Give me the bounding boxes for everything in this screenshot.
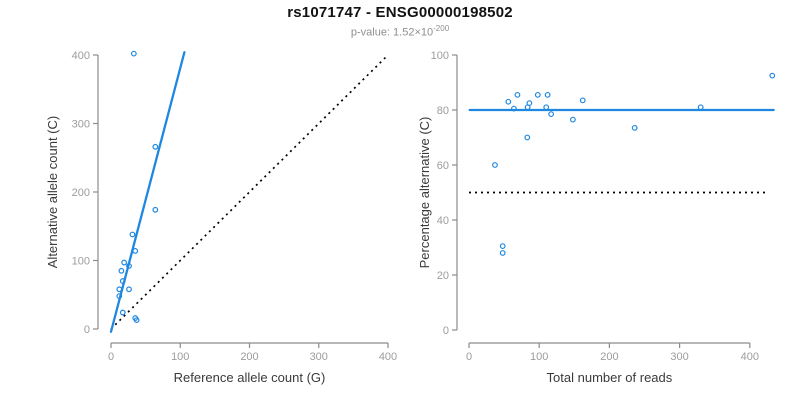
x-tick-label: 300 bbox=[310, 351, 328, 363]
data-point bbox=[514, 91, 521, 98]
x-tick-label: 200 bbox=[240, 351, 258, 363]
x-tick-label: 0 bbox=[108, 351, 114, 363]
data-point bbox=[511, 105, 517, 112]
data-point bbox=[126, 286, 132, 293]
y-tick-label: 400 bbox=[72, 50, 90, 62]
y-tick-label: 20 bbox=[437, 270, 449, 282]
data-point bbox=[152, 143, 159, 150]
data-point bbox=[499, 250, 506, 256]
data-point bbox=[119, 278, 126, 284]
y-tick-label: 0 bbox=[443, 325, 449, 337]
data-point bbox=[505, 98, 512, 105]
data-point bbox=[492, 162, 498, 168]
data-point bbox=[116, 293, 123, 300]
data-point bbox=[126, 263, 132, 269]
data-point bbox=[569, 116, 576, 123]
regression-line bbox=[109, 51, 186, 333]
data-point bbox=[499, 243, 506, 250]
data-point bbox=[544, 91, 551, 98]
x-tick-label: 100 bbox=[171, 351, 189, 363]
x-tick-label: 400 bbox=[379, 351, 397, 363]
x-tick-label: 0 bbox=[466, 351, 472, 363]
data-point bbox=[119, 309, 126, 316]
data-point bbox=[548, 111, 555, 118]
left-plot: 0 100 200 300 400 0 100 200 300 400 Reference alle… bbox=[45, 50, 397, 385]
y-tick-label: 200 bbox=[72, 187, 90, 199]
data-point bbox=[524, 134, 531, 141]
x-tick-label: 100 bbox=[530, 351, 548, 363]
data-point bbox=[116, 286, 123, 293]
x-tick-label: 300 bbox=[670, 351, 688, 363]
y-tick-label: 60 bbox=[437, 160, 449, 172]
x-axis-title: Total number of reads bbox=[547, 370, 673, 385]
data-point bbox=[769, 72, 776, 79]
y-axis-title: Alternative allele count (C) bbox=[45, 116, 60, 268]
y-tick-label: 100 bbox=[72, 255, 90, 267]
data-point bbox=[121, 259, 128, 266]
y-tick-label: 40 bbox=[437, 215, 449, 227]
figure-title: rs1071747 - ENSG00000198502 bbox=[287, 4, 513, 21]
data-point bbox=[579, 97, 586, 104]
right-plot: 0 20 40 60 80 100 0 100 200 300 400 Total number of… bbox=[417, 50, 776, 385]
p-value-text: p-value: 1.52×10 bbox=[350, 26, 434, 39]
data-point bbox=[543, 104, 550, 111]
x-tick-label: 200 bbox=[600, 351, 618, 363]
data-point bbox=[129, 231, 136, 238]
p-value-exponent: -200 bbox=[433, 24, 450, 33]
data-point bbox=[526, 100, 533, 107]
data-point bbox=[697, 104, 704, 111]
data-point bbox=[631, 124, 638, 131]
y-tick-label: 300 bbox=[72, 118, 90, 130]
y-tick-label: 0 bbox=[84, 324, 90, 336]
x-tick-label: 400 bbox=[741, 351, 759, 363]
y-tick-label: 80 bbox=[437, 105, 449, 117]
data-point bbox=[152, 206, 159, 213]
data-point bbox=[130, 50, 137, 57]
reference-line bbox=[110, 54, 389, 330]
data-point bbox=[133, 317, 140, 323]
y-axis-title: Percentage alternative (C) bbox=[417, 117, 432, 269]
data-point bbox=[132, 248, 139, 254]
data-point bbox=[118, 267, 125, 274]
y-tick-label: 100 bbox=[431, 50, 449, 62]
data-point bbox=[534, 91, 541, 98]
x-axis-title: Reference allele count (G) bbox=[174, 370, 326, 385]
figure-subtitle: p-value: 1.52×10-200 bbox=[0, 24, 800, 39]
